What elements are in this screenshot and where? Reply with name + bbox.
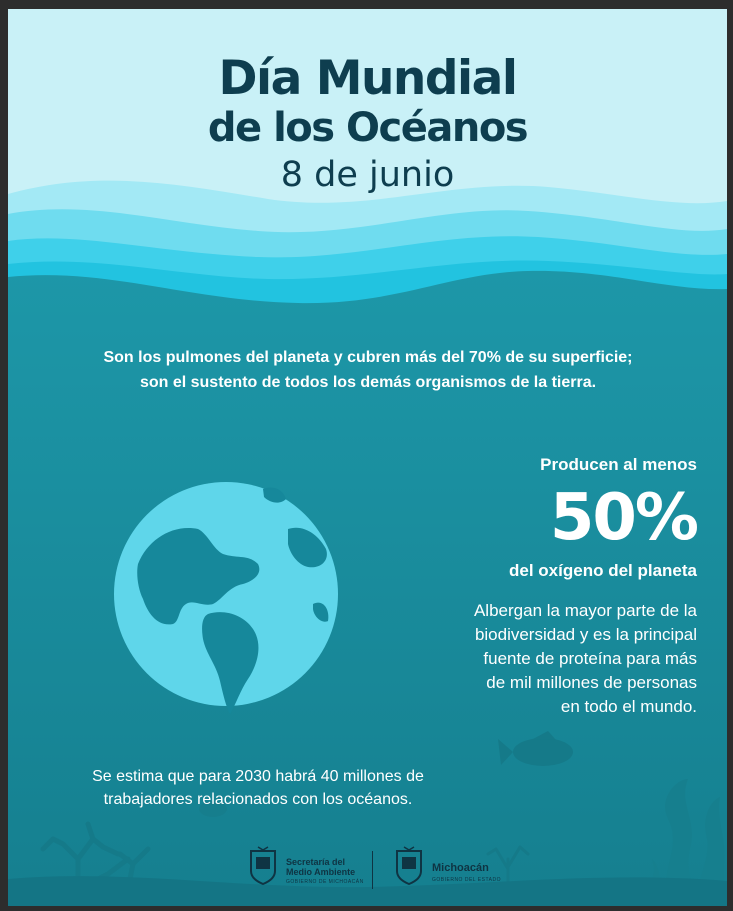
estimate-line-1: Se estima que para 2030 habrá 40 millone…	[92, 768, 424, 785]
estimate-text: Se estima que para 2030 habrá 40 millone…	[78, 765, 438, 811]
oxygen-tail: del oxígeno del planeta	[509, 561, 697, 580]
coral-mid-right	[486, 845, 530, 896]
michoacan-subtitle: GOBIERNO DEL ESTADO	[432, 877, 501, 883]
fish-silhouette	[498, 731, 573, 766]
event-date: 8 de junio	[280, 155, 455, 195]
biodiversity-line: de mil millones de personas	[486, 673, 697, 692]
secretaria-line-1: Secretaría del	[286, 857, 346, 867]
michoacan-shield-icon	[396, 846, 422, 885]
secretaria-line-2: Medio Ambiente	[286, 867, 356, 877]
title-line-2: de los Océanos	[207, 105, 529, 151]
biodiversity-line: fuente de proteína para más	[483, 649, 697, 668]
infographic-poster: Día Mundial de los Océanos 8 de junio So…	[8, 9, 727, 906]
biodiversity-line: en todo el mundo.	[560, 697, 697, 716]
fish-silhouette-small	[199, 801, 227, 817]
estimate-line-2: trabajadores relacionados con los océano…	[103, 791, 413, 808]
intro-text: Son los pulmones del planeta y cubren má…	[68, 345, 668, 395]
secretaria-subtitle: GOBIERNO DE MICHOACÁN	[286, 879, 364, 885]
sea-floor	[8, 876, 727, 906]
title-line-1: Día Mundial	[218, 51, 518, 106]
logo-divider	[372, 851, 373, 889]
biodiversity-line: biodiversidad y es la principal	[474, 625, 697, 644]
oxygen-percentage: 50%	[549, 481, 699, 555]
oxygen-lead: Producen al menos	[540, 455, 697, 474]
ocean-background	[8, 9, 727, 906]
intro-line-2: son el sustento de todos los demás organ…	[139, 374, 597, 391]
earth-globe	[114, 482, 338, 714]
intro-line-1: Son los pulmones del planeta y cubren má…	[103, 349, 633, 366]
biodiversity-text: Albergan la mayor parte de la biodiversi…	[417, 599, 697, 719]
coral-left	[40, 821, 151, 892]
michoacan-name: Michoacán	[432, 862, 489, 874]
michoacan-shield-icon	[250, 846, 276, 885]
footer-logos: Secretaría del Medio Ambiente GOBIERNO D…	[240, 845, 520, 891]
biodiversity-line: Albergan la mayor parte de la	[473, 601, 697, 620]
